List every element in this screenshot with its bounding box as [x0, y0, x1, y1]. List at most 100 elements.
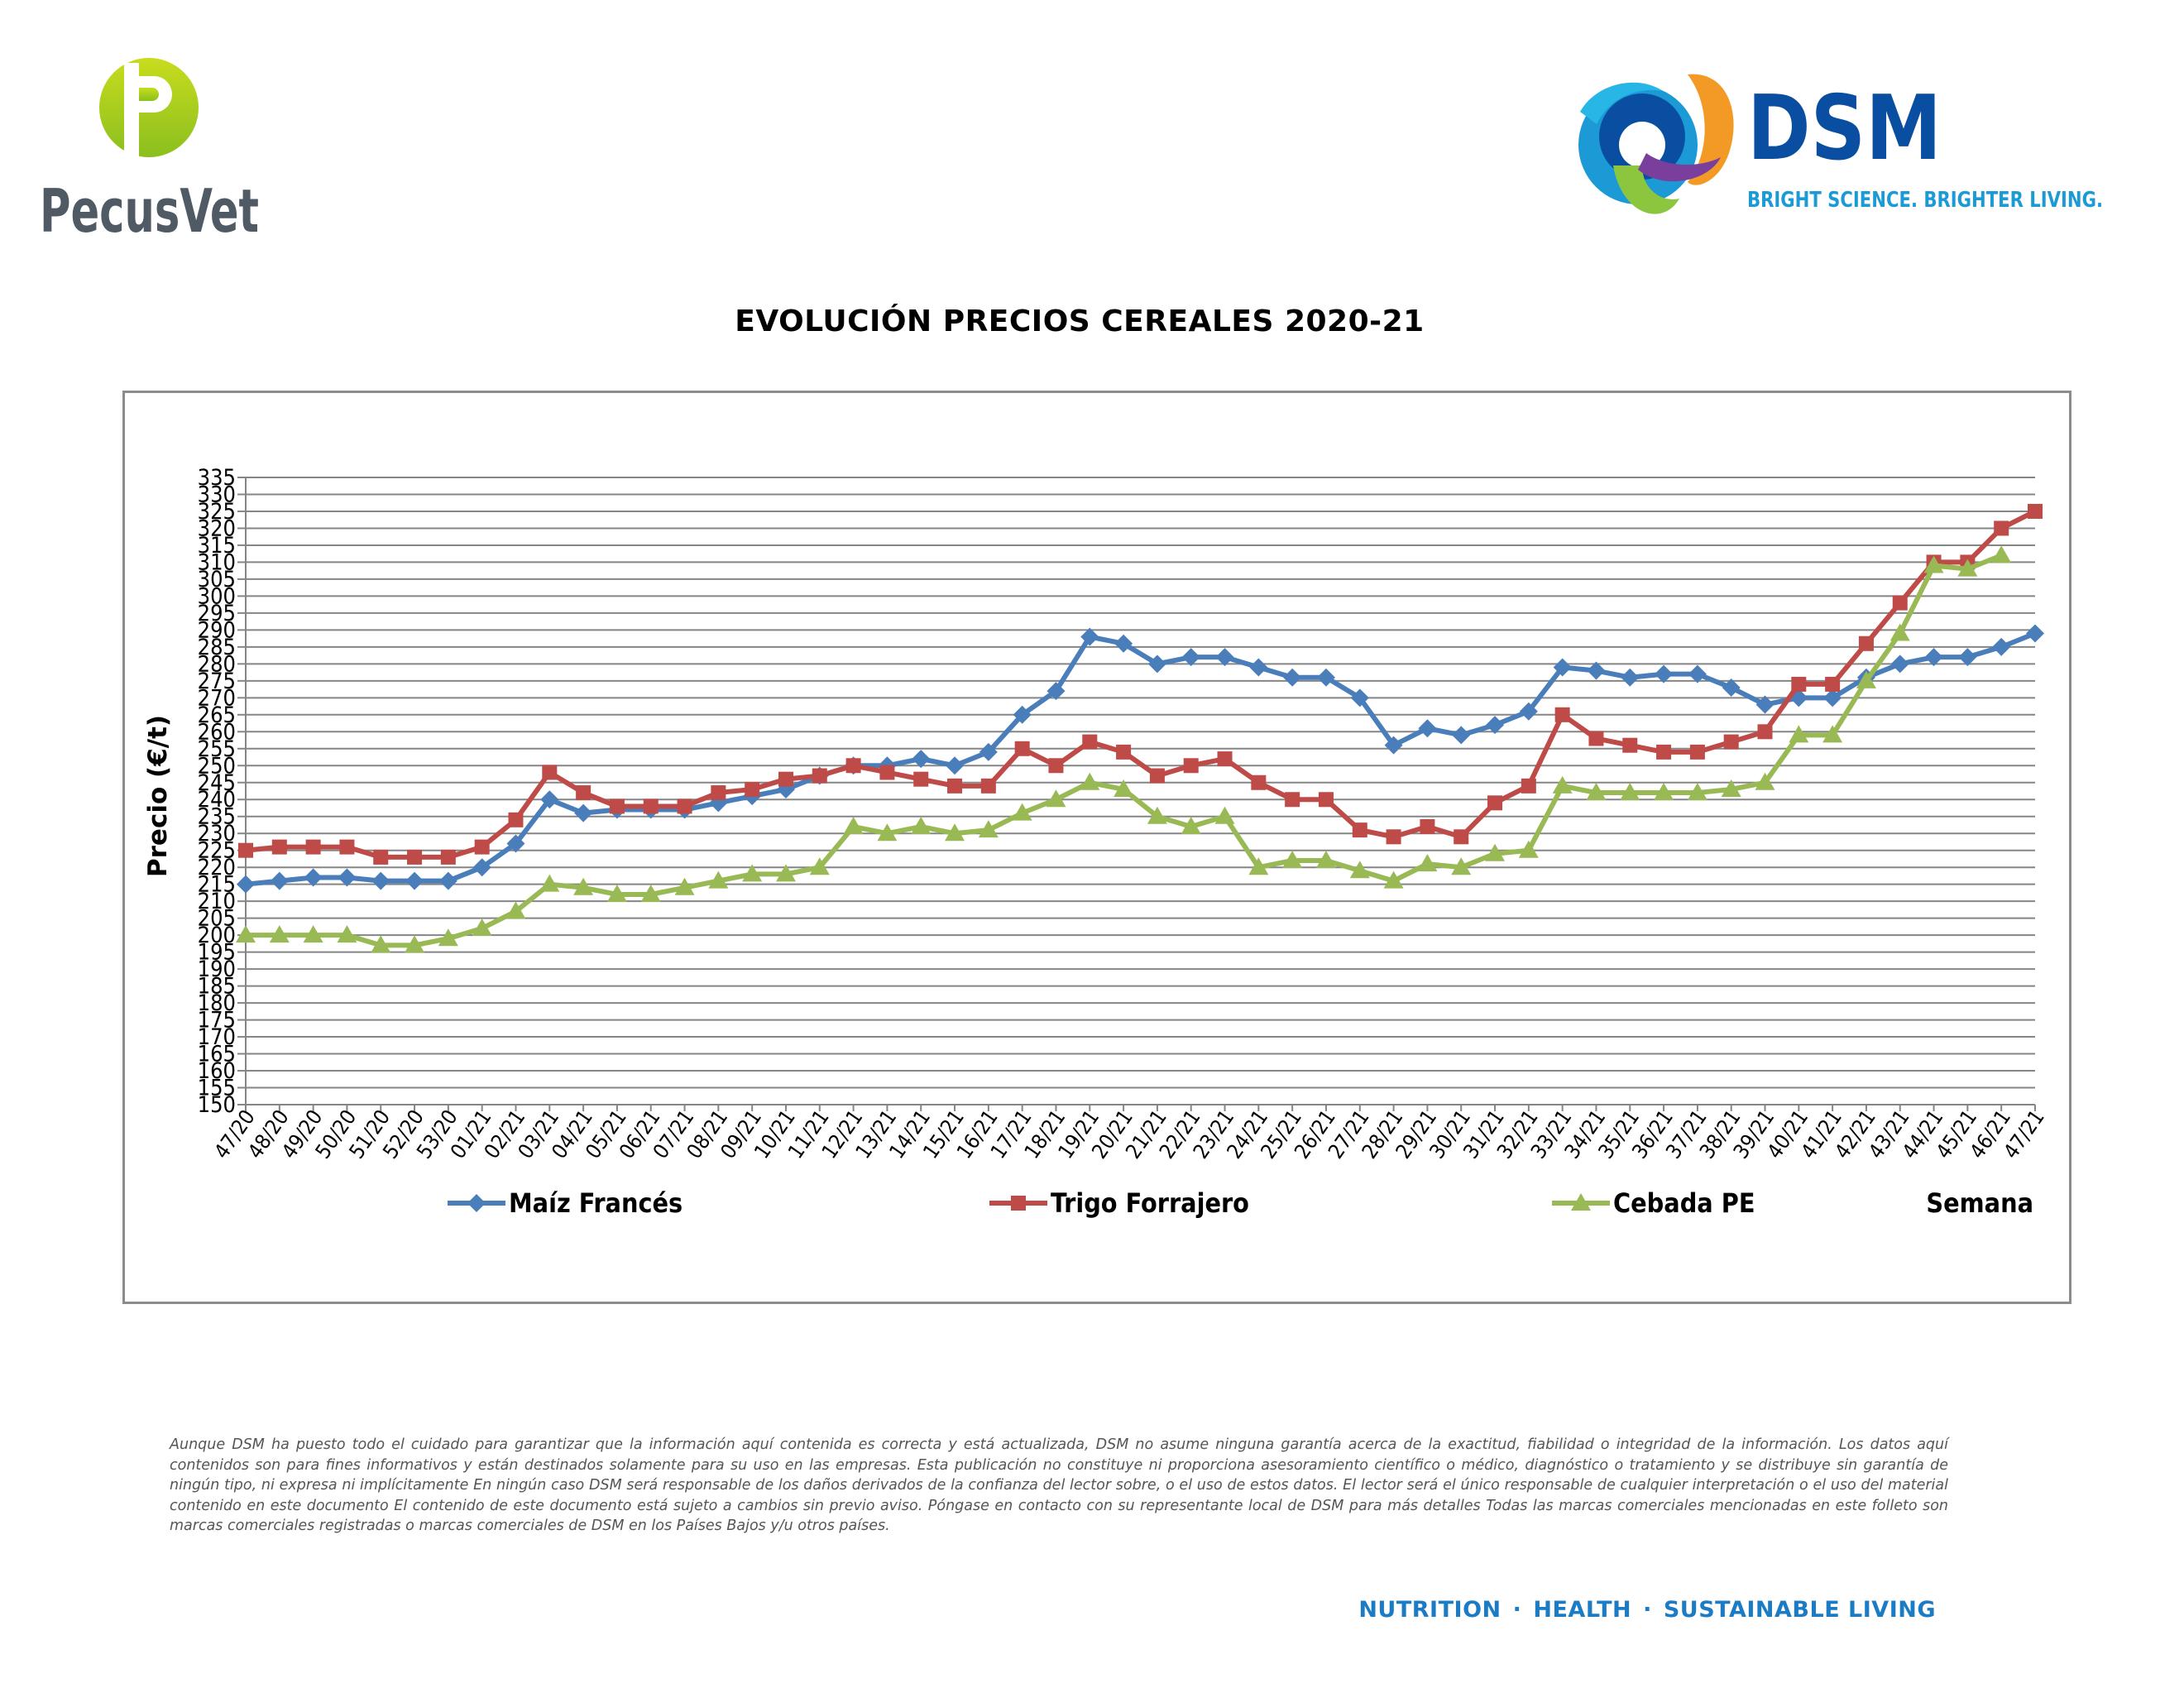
y-tick-label: 240 — [198, 787, 236, 813]
data-point — [1251, 774, 1267, 790]
data-point — [1892, 595, 1908, 611]
data-point — [270, 871, 289, 890]
data-point — [238, 842, 253, 858]
data-point — [1285, 792, 1300, 808]
y-axis-label: Precio (€/t) — [143, 715, 173, 877]
data-point — [2026, 624, 2044, 643]
data-point — [472, 918, 492, 936]
data-point — [1352, 822, 1367, 838]
data-point — [1417, 854, 1438, 872]
data-point — [1992, 637, 2011, 656]
pecusvet-logo: PecusVet — [40, 58, 259, 240]
data-point — [573, 877, 594, 895]
footer-tagline: NUTRITION · HEALTH · SUSTAINABLE LIVING — [1358, 1597, 1936, 1623]
y-tick-label: 260 — [198, 719, 236, 745]
data-point — [1147, 655, 1166, 674]
y-tick-label: 310 — [198, 549, 236, 575]
y-tick-label: 250 — [198, 753, 236, 779]
y-tick-label: 270 — [198, 685, 236, 711]
y-tick-label: 285 — [198, 635, 236, 660]
legend-marker — [467, 1194, 486, 1212]
y-tick-label: 175 — [198, 1008, 236, 1033]
data-point — [339, 839, 355, 855]
data-point — [1315, 850, 1336, 868]
data-point — [1283, 668, 1302, 687]
data-point — [1655, 664, 1674, 683]
data-point — [912, 750, 931, 769]
y-tick-label: 150 — [198, 1092, 236, 1118]
data-point — [1486, 716, 1505, 735]
data-point — [1587, 661, 1606, 680]
data-point — [506, 834, 525, 853]
data-point — [505, 901, 526, 919]
data-point — [778, 771, 793, 787]
y-tick-label: 325 — [198, 499, 236, 525]
data-point — [1688, 664, 1707, 683]
data-point — [1957, 559, 1978, 577]
data-point — [1889, 623, 1910, 641]
data-point — [1825, 676, 1841, 692]
data-point — [1656, 744, 1672, 760]
data-point — [1451, 857, 1472, 875]
data-point — [980, 778, 996, 794]
data-point — [373, 849, 389, 865]
data-point — [2028, 503, 2043, 519]
data-point — [1721, 779, 1741, 797]
y-tick-label: 235 — [198, 804, 236, 830]
data-point — [1012, 803, 1032, 821]
y-tick-label: 190 — [198, 957, 236, 982]
y-tick-label: 230 — [198, 821, 236, 846]
data-point — [640, 884, 661, 902]
data-point — [1454, 829, 1469, 845]
data-point — [1013, 705, 1032, 724]
data-point — [643, 798, 659, 814]
tagline-nutrition: NUTRITION — [1358, 1597, 1502, 1623]
data-point — [1147, 806, 1167, 824]
data-point — [1046, 789, 1066, 808]
data-point — [1687, 783, 1707, 801]
data-point — [1553, 658, 1572, 677]
y-tick-label: 220 — [198, 855, 236, 880]
data-point — [1248, 857, 1269, 875]
data-point — [1723, 734, 1739, 750]
data-point — [1858, 635, 1874, 651]
data-point — [1080, 772, 1100, 790]
data-point — [1958, 648, 1977, 667]
data-point — [474, 839, 490, 855]
data-point — [1856, 670, 1876, 688]
y-tick-label: 275 — [198, 669, 236, 694]
data-point — [576, 785, 592, 801]
y-tick-label: 185 — [198, 974, 236, 1000]
tagline-sustainable-living: SUSTAINABLE LIVING — [1663, 1597, 1936, 1623]
data-point — [539, 874, 560, 892]
data-point — [1822, 725, 1843, 743]
data-point — [405, 871, 424, 890]
data-point — [978, 820, 999, 838]
data-point — [1420, 819, 1435, 835]
y-tick-label: 210 — [198, 889, 236, 914]
data-point — [440, 849, 456, 865]
data-point — [1046, 682, 1066, 701]
pecusvet-wordmark: PecusVet — [40, 176, 259, 240]
data-point — [1080, 627, 1099, 646]
data-point — [1789, 725, 1809, 743]
data-point — [946, 756, 965, 775]
dsm-wordmark: DSM — [1747, 77, 1942, 180]
data-point — [1791, 676, 1807, 692]
data-point — [472, 858, 491, 877]
data-point — [407, 849, 423, 865]
data-point — [947, 778, 963, 794]
data-point — [1149, 768, 1165, 784]
data-point — [1924, 648, 1943, 667]
data-point — [303, 925, 323, 943]
data-point — [1554, 707, 1570, 722]
y-tick-label: 305 — [198, 567, 236, 592]
data-point — [438, 871, 457, 890]
y-tick-label: 180 — [198, 990, 236, 1016]
y-tick-label: 255 — [198, 736, 236, 762]
data-point — [1418, 719, 1437, 738]
data-point — [911, 817, 932, 835]
data-point — [1757, 724, 1773, 740]
data-point — [775, 864, 796, 882]
data-point — [540, 790, 559, 809]
